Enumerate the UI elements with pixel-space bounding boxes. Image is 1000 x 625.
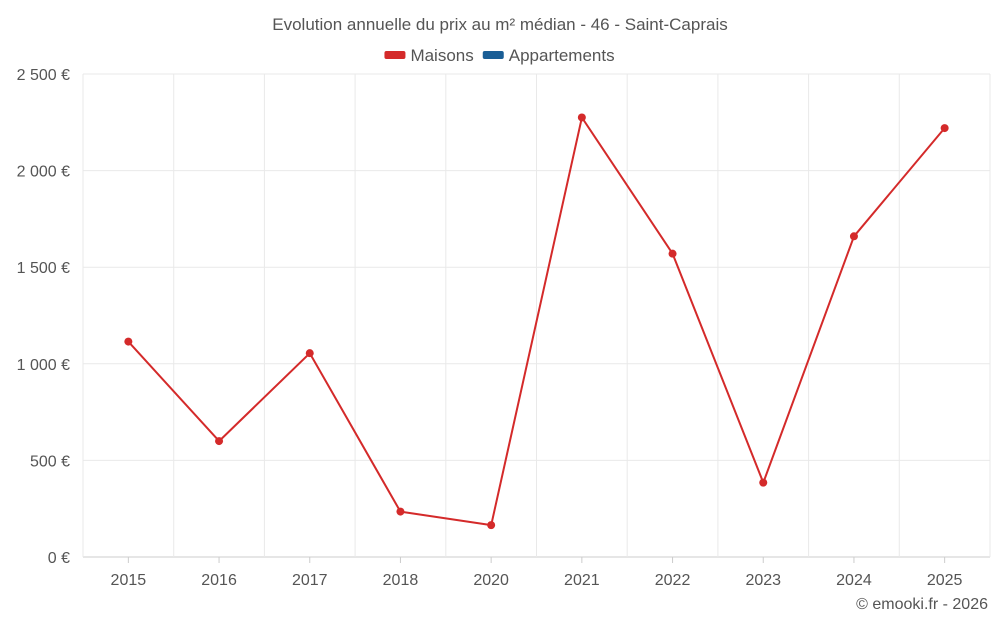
credit-label: © emooki.fr - 2026: [856, 596, 988, 613]
x-tick-label: 2016: [201, 572, 237, 589]
legend-item-appartements[interactable]: Appartements: [482, 46, 615, 65]
x-tick-label: 2021: [564, 572, 600, 589]
y-tick-label: 500 €: [30, 453, 70, 470]
y-tick-label: 1 500 €: [17, 260, 70, 277]
legend-label: Appartements: [509, 46, 615, 65]
x-tick-label: 2015: [111, 572, 147, 589]
data-point[interactable]: [849, 232, 858, 241]
series-line-maisons: [127, 116, 946, 527]
x-tick-label: 2020: [473, 572, 509, 589]
y-tick-label: 1 000 €: [17, 357, 70, 374]
legend-swatch: [482, 51, 504, 59]
chart-title: Evolution annuelle du prix au m² médian …: [272, 15, 727, 34]
x-tick-label: 2025: [927, 572, 963, 589]
series-group: [124, 113, 949, 530]
legend-item-maisons[interactable]: Maisons: [384, 46, 474, 65]
data-point[interactable]: [759, 478, 768, 487]
x-tick-label: 2023: [745, 572, 781, 589]
data-point[interactable]: [487, 521, 496, 530]
data-point[interactable]: [305, 349, 314, 358]
grid: [82, 73, 991, 558]
legend-swatch: [384, 51, 406, 59]
x-tick-label: 2024: [836, 572, 872, 589]
y-tick-label: 2 500 €: [17, 67, 70, 84]
x-axis: 2015 2016 2017 2018 2020 2021 2022 2023 2024 2025: [111, 557, 963, 589]
x-tick-label: 2017: [292, 572, 328, 589]
data-point[interactable]: [396, 507, 405, 516]
legend-label: Maisons: [410, 46, 473, 65]
data-point[interactable]: [940, 124, 949, 133]
x-tick-label: 2018: [383, 572, 419, 589]
data-point[interactable]: [668, 249, 677, 258]
x-tick-label: 2022: [655, 572, 691, 589]
data-point[interactable]: [215, 437, 224, 446]
y-tick-label: 0 €: [48, 550, 70, 567]
data-point[interactable]: [124, 337, 133, 346]
data-point[interactable]: [577, 113, 586, 122]
y-axis: 0 € 500 € 1 000 € 1 500 € 2 000 € 2 500 €: [17, 67, 70, 567]
legend: Maisons Appartements: [384, 46, 615, 65]
y-tick-label: 2 000 €: [17, 164, 70, 181]
